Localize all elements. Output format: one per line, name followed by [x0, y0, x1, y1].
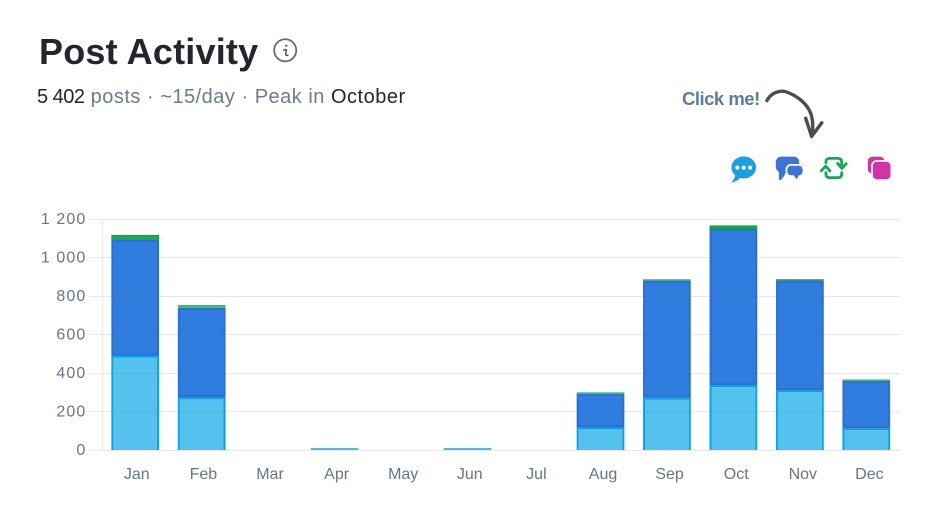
svg-text:May: May — [388, 466, 418, 483]
svg-text:Jun: Jun — [457, 466, 483, 483]
svg-text:Oct: Oct — [724, 466, 749, 483]
svg-text:1 200: 1 200 — [41, 211, 87, 228]
svg-text:Aug: Aug — [589, 466, 617, 483]
svg-text:Feb: Feb — [190, 466, 218, 483]
svg-text:Jan: Jan — [124, 466, 150, 483]
svg-text:200: 200 — [56, 404, 86, 421]
svg-text:Mar: Mar — [256, 466, 284, 483]
svg-text:0: 0 — [76, 442, 86, 459]
svg-text:Nov: Nov — [789, 466, 817, 483]
svg-text:Sep: Sep — [655, 466, 684, 483]
svg-text:1 000: 1 000 — [41, 250, 87, 267]
svg-text:800: 800 — [56, 288, 86, 305]
svg-text:Jul: Jul — [526, 466, 546, 483]
svg-text:Dec: Dec — [855, 466, 883, 483]
svg-text:Apr: Apr — [324, 466, 350, 483]
svg-text:400: 400 — [56, 365, 86, 382]
svg-text:600: 600 — [56, 327, 86, 344]
